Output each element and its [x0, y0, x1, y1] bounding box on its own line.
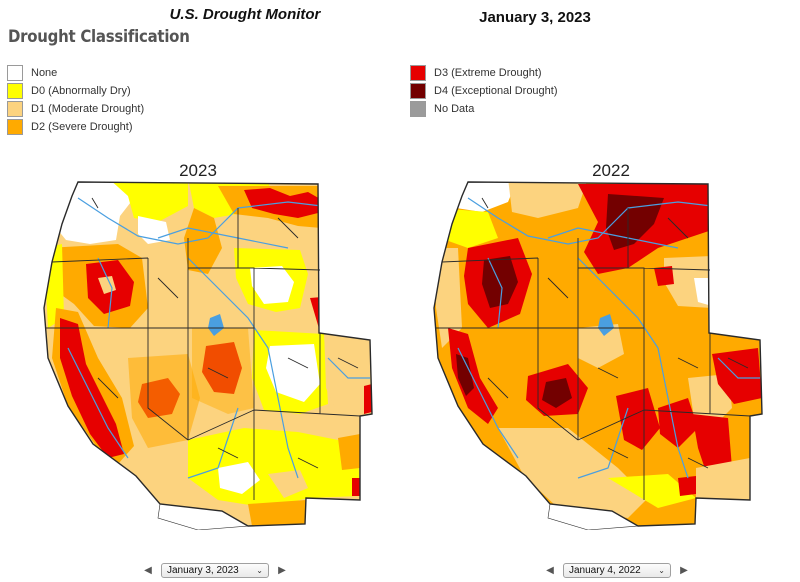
- legend-label: D1 (Moderate Drought): [31, 103, 145, 115]
- chevron-right-icon[interactable]: ▶: [278, 564, 286, 576]
- d0-area: [188, 428, 360, 508]
- legend-item-d0: D0 (Abnormally Dry): [7, 82, 144, 100]
- chevron-left-icon[interactable]: ◀: [144, 564, 152, 576]
- chevron-down-icon: ⌄: [256, 565, 263, 575]
- legend-label: D4 (Exceptional Drought): [434, 85, 558, 97]
- date-title: January 3, 2023: [479, 9, 591, 26]
- rivers: [67, 197, 370, 479]
- boundaries: [43, 181, 373, 527]
- d4-area: [482, 256, 518, 308]
- d0-area: [608, 474, 696, 508]
- border-south: [547, 503, 639, 530]
- d3-area: [364, 384, 372, 414]
- chevron-down-icon: ⌄: [658, 565, 665, 575]
- date-nav-right: ◀ January 4, 2022 ⌄ ▶: [543, 560, 691, 580]
- lake: [208, 314, 224, 336]
- legend-swatch: [410, 65, 426, 81]
- legend-swatch: [410, 83, 426, 99]
- legend-item-none: None: [7, 64, 144, 82]
- chevron-left-icon[interactable]: ◀: [546, 564, 554, 576]
- date-select-left[interactable]: January 3, 2023 ⌄: [161, 562, 269, 578]
- d3-area: [712, 348, 762, 404]
- legend-label: No Data: [434, 103, 475, 115]
- legend-item-d1: D1 (Moderate Drought): [7, 100, 144, 118]
- d1-area: [324, 328, 372, 414]
- d2-area: [128, 354, 200, 448]
- d3-area: [658, 398, 698, 448]
- d3-area: [654, 266, 674, 286]
- d3-area: [616, 388, 660, 450]
- border-south: [157, 503, 249, 530]
- legend-swatch: [7, 83, 23, 99]
- map-year-right: 2022: [592, 161, 630, 180]
- drought-map-2023: [43, 181, 373, 530]
- drought-map-2022: [433, 181, 763, 530]
- none-area: [266, 344, 320, 402]
- legend-left: None D0 (Abnormally Dry) D1 (Moderate Dr…: [7, 64, 144, 136]
- legend-item-d3: D3 (Extreme Drought): [410, 64, 558, 82]
- drought-classification-heading: Drought Classification: [8, 27, 190, 47]
- d1-area: [508, 182, 588, 218]
- legend-label: D2 (Severe Drought): [31, 121, 133, 133]
- map-year-left: 2023: [179, 161, 217, 180]
- d3-area: [202, 342, 242, 394]
- d3-area: [692, 414, 732, 478]
- d1-area: [696, 458, 750, 500]
- legend-swatch: [7, 119, 23, 135]
- d1-area: [498, 428, 648, 518]
- none-area: [250, 266, 294, 304]
- chevron-right-icon[interactable]: ▶: [680, 564, 688, 576]
- legend-label: D0 (Abnormally Dry): [31, 85, 131, 97]
- d3-area: [352, 478, 360, 496]
- d4-area: [456, 354, 474, 396]
- d3-area: [678, 476, 696, 496]
- legend-swatch: [7, 101, 23, 117]
- none-area: [218, 462, 260, 494]
- d1-area: [578, 324, 624, 368]
- none-area: [694, 278, 712, 306]
- d2-area: [248, 500, 306, 526]
- legend-label: D3 (Extreme Drought): [434, 67, 542, 79]
- d1-area: [434, 248, 462, 348]
- legend-item-nodata: No Data: [410, 100, 558, 118]
- date-select-value: January 3, 2023: [167, 564, 239, 576]
- legend-label: None: [31, 67, 58, 79]
- legend-item-d2: D2 (Severe Drought): [7, 118, 144, 136]
- d4-area: [542, 378, 572, 408]
- legend-swatch: [410, 101, 426, 117]
- date-select-value: January 4, 2022: [569, 564, 641, 576]
- legend-item-d4: D4 (Exceptional Drought): [410, 82, 558, 100]
- date-nav-left: ◀ January 3, 2023 ⌄ ▶: [141, 560, 289, 580]
- d0-area: [108, 182, 188, 222]
- rivers: [457, 197, 760, 479]
- d3-area: [60, 318, 124, 458]
- d2-area: [192, 328, 254, 414]
- monitor-title: U.S. Drought Monitor: [169, 6, 321, 23]
- date-select-right[interactable]: January 4, 2022 ⌄: [563, 562, 671, 578]
- legend-right: D3 (Extreme Drought) D4 (Exceptional Dro…: [410, 64, 558, 118]
- legend-swatch: [7, 65, 23, 81]
- d2-area: [338, 434, 360, 470]
- d2-area: [184, 208, 222, 274]
- lake: [598, 314, 614, 336]
